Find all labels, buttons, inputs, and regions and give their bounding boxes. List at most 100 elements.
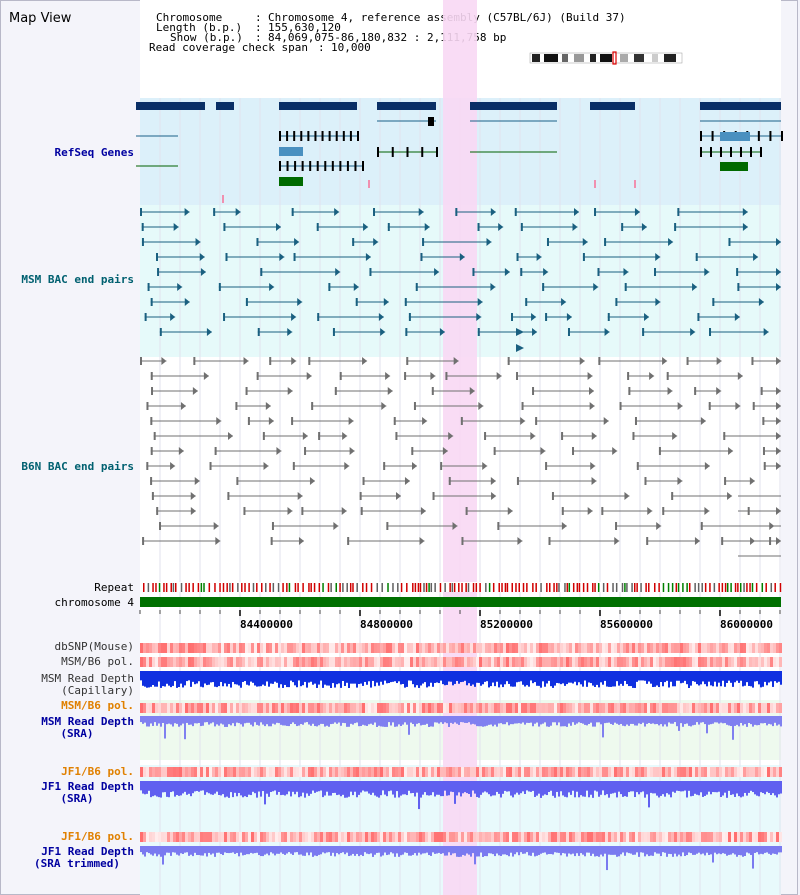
polymorphism-cell xyxy=(362,643,365,653)
track-label-refseq[interactable]: RefSeq Genes xyxy=(54,146,134,159)
read-depth-bar xyxy=(696,716,698,723)
read-depth-bar xyxy=(456,781,458,796)
polymorphism-cell xyxy=(494,703,497,713)
polymorphism-cell xyxy=(488,832,491,842)
read-depth-bar xyxy=(646,716,648,724)
polymorphism-cell xyxy=(197,643,200,653)
read-depth-bar xyxy=(210,781,212,795)
read-depth-bar xyxy=(240,781,242,796)
read-depth-bar xyxy=(504,781,506,791)
read-depth-bar xyxy=(686,781,688,798)
read-depth-bar xyxy=(776,846,778,855)
polymorphism-cell xyxy=(335,767,338,777)
polymorphism-cell xyxy=(563,832,566,842)
polymorphism-cell xyxy=(269,643,272,653)
track-label-msm-bac[interactable]: MSM BAC end pairs xyxy=(21,273,134,286)
polymorphism-cell xyxy=(149,643,152,653)
read-depth-bar xyxy=(294,781,296,795)
read-depth-bar xyxy=(232,671,234,682)
polymorphism-cell xyxy=(587,832,590,842)
polymorphism-cell xyxy=(230,832,233,842)
polymorphism-cell xyxy=(191,703,194,713)
read-depth-bar xyxy=(366,716,368,726)
polymorphism-cell xyxy=(641,657,644,667)
read-depth-bar xyxy=(422,671,424,684)
read-depth-bar xyxy=(440,846,442,854)
read-depth-bar xyxy=(228,716,230,725)
polymorphism-cell xyxy=(251,703,254,713)
polymorphism-cell xyxy=(569,657,572,667)
bac-end xyxy=(520,268,523,276)
read-depth-bar xyxy=(714,846,716,853)
bac-end xyxy=(265,402,271,410)
polymorphism-cell xyxy=(200,643,203,653)
read-depth-bar xyxy=(166,716,168,725)
polymorphism-cell xyxy=(770,657,773,667)
repeat-element xyxy=(504,583,507,592)
read-depth-bar xyxy=(758,716,760,726)
bac-end xyxy=(291,208,294,216)
read-depth-bar xyxy=(598,781,600,797)
read-depth-bar xyxy=(304,671,306,682)
gene-exon xyxy=(711,131,714,141)
read-depth-bar xyxy=(528,781,530,792)
bac-end xyxy=(591,477,597,485)
track-label-b6n-bac[interactable]: B6N BAC end pairs xyxy=(21,460,134,473)
read-depth-bar xyxy=(324,781,326,796)
read-depth-bar xyxy=(250,846,252,853)
read-depth-bar xyxy=(568,671,570,683)
read-depth-bar xyxy=(266,846,268,854)
read-depth-bar xyxy=(276,671,278,683)
polymorphism-cell xyxy=(524,657,527,667)
read-depth-bar xyxy=(432,846,434,853)
read-depth-bar xyxy=(184,781,186,792)
polymorphism-cell xyxy=(368,767,371,777)
polymorphism-cell xyxy=(335,643,338,653)
read-depth-bar xyxy=(598,671,600,688)
polymorphism-cell xyxy=(707,832,710,842)
bac-end xyxy=(695,253,698,261)
polymorphism-cell xyxy=(341,643,344,653)
polymorphism-cell xyxy=(431,703,434,713)
polymorphism-cell xyxy=(599,703,602,713)
bac-end xyxy=(363,223,369,231)
gene-utr xyxy=(720,132,750,141)
polymorphism-cell xyxy=(167,703,170,713)
polymorphism-cell xyxy=(683,657,686,667)
repeat-element xyxy=(606,583,609,592)
read-depth-bar xyxy=(718,781,720,792)
polymorphism-cell xyxy=(287,657,290,667)
read-depth-bar xyxy=(682,846,684,853)
read-depth-bar xyxy=(296,716,298,727)
read-depth-bar xyxy=(196,846,198,856)
polymorphism-cell xyxy=(521,703,524,713)
bac-end xyxy=(649,372,655,380)
polymorphism-cell xyxy=(365,767,368,777)
polymorphism-cell xyxy=(518,703,521,713)
read-depth-bar xyxy=(576,781,578,792)
repeat-element xyxy=(419,583,422,592)
read-depth-bar xyxy=(196,716,198,724)
read-depth-bar xyxy=(304,846,306,856)
read-depth-bar xyxy=(662,671,664,687)
read-depth-bar xyxy=(238,716,240,724)
read-depth-bar xyxy=(758,671,760,685)
polymorphism-cell xyxy=(344,832,347,842)
polymorphism-cell xyxy=(410,832,413,842)
read-depth-bar xyxy=(338,716,340,723)
read-depth-bar xyxy=(736,781,738,794)
polymorphism-cell xyxy=(416,657,419,667)
polymorphism-cell xyxy=(176,703,179,713)
bac-end xyxy=(532,387,535,395)
polymorphism-cell xyxy=(362,832,365,842)
polymorphism-cell xyxy=(350,657,353,667)
bac-end xyxy=(694,537,700,545)
bac-end xyxy=(342,432,348,440)
read-depth-bar xyxy=(534,716,536,724)
polymorphism-cell xyxy=(410,767,413,777)
polymorphism-cell xyxy=(578,703,581,713)
read-depth-bar xyxy=(626,671,628,685)
read-depth-bar xyxy=(594,716,596,727)
read-depth-bar xyxy=(408,671,410,681)
read-depth-bar xyxy=(388,846,390,855)
